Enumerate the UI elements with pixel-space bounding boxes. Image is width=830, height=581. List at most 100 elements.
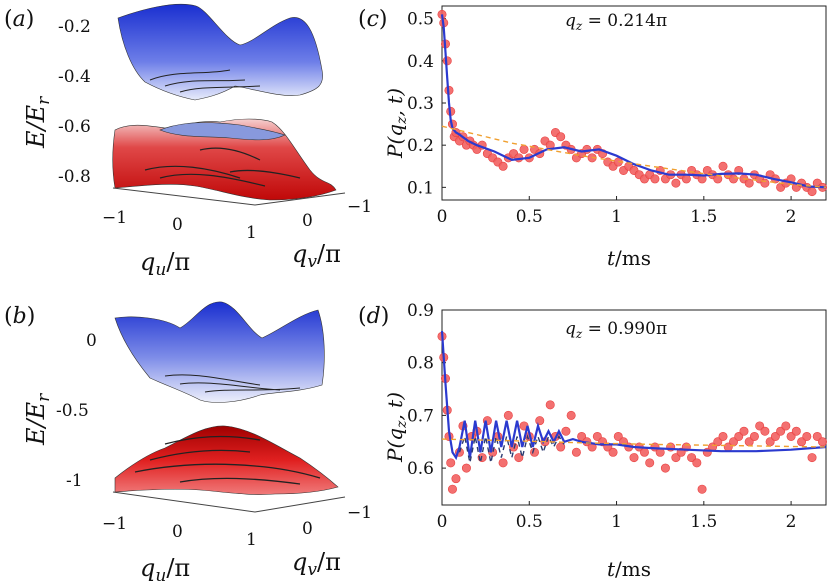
data-point: [451, 474, 461, 484]
data-point: [728, 174, 738, 184]
data-point: [802, 431, 812, 441]
upper-band-mesh: [164, 374, 301, 393]
y-tick-label: 0: [302, 211, 313, 231]
y-tick-label: −1: [347, 197, 372, 217]
annotation: qz = 0.990π: [565, 319, 667, 341]
data-point: [697, 484, 707, 494]
data-point: [749, 431, 759, 441]
data-point: [530, 447, 540, 457]
data-point: [692, 458, 702, 468]
data-point: [498, 161, 508, 171]
x-tick-label: 0: [437, 512, 448, 532]
series-line-theory: [440, 14, 827, 189]
base-axis-lines: [112, 491, 346, 513]
x-tick-label: 0: [437, 207, 448, 227]
x-tick-label: 2: [786, 512, 797, 532]
base-axis-lines: [112, 187, 346, 206]
z-tick-label: 0: [86, 331, 97, 351]
y-tick-label: 0.7: [407, 406, 434, 426]
x-tick-label: 1.5: [690, 207, 717, 227]
data-point: [503, 410, 513, 420]
data-point: [807, 453, 817, 463]
data-point: [718, 431, 728, 441]
data-point: [660, 463, 670, 473]
y-axis-label: P(qz, t): [383, 88, 410, 159]
y-tick-label: 0: [302, 519, 313, 539]
data-point: [514, 453, 524, 463]
y-tick-label: 0.6: [407, 459, 434, 479]
data-point: [681, 174, 691, 184]
panel-b-zticks: 0 -0.5 -1: [56, 331, 97, 491]
data-point: [744, 178, 754, 188]
y-axis-label: P(qz, t): [383, 392, 410, 463]
upper-band-mesh: [149, 69, 261, 93]
data-point: [571, 447, 581, 457]
y-tick-label: −1: [347, 503, 372, 523]
data-point: [535, 416, 545, 426]
x-tick-label: 1: [611, 512, 622, 532]
plot-c-marks: 0 0.5 1 1.5 2 0.1 0.2 0.3 0.4 0.5: [407, 10, 828, 227]
data-point: [818, 437, 828, 447]
z-tick-label: -0.8: [58, 167, 91, 187]
y-tick-label: 0.5: [407, 10, 434, 30]
data-point: [629, 453, 639, 463]
x-tick-label: 1: [611, 207, 622, 227]
data-point: [608, 447, 618, 457]
x-tick-label: 0.5: [516, 512, 543, 532]
data-point: [561, 426, 571, 436]
data-point: [498, 458, 508, 468]
data-point: [556, 132, 566, 142]
panel-b: (b) 0 -0.5 -1 E/Er −1 0 1 1 0 −1 qu/π qv…: [4, 301, 372, 581]
lower-band-mesh: [134, 435, 321, 485]
x-tick-label: 1.5: [690, 512, 717, 532]
x-tick-label: 0: [172, 215, 183, 235]
x-tick-label: 0.5: [516, 207, 543, 227]
data-point: [807, 187, 817, 197]
z-tick-label: -1: [66, 471, 83, 491]
y-axis-label: qv/π: [292, 548, 341, 580]
annotation: qz = 0.214π: [565, 11, 667, 33]
panel-a-zticks: -0.2 -0.4 -0.6 -0.8: [58, 17, 91, 187]
panel-a: (a) -0.2 -0.4 -0.6 -0.8 E/Er −1 0 1 1 0 …: [4, 3, 372, 280]
z-axis-label: E/Er: [22, 393, 54, 446]
x-axis-label: t/ms: [607, 246, 651, 270]
y-tick-label: 0.2: [407, 136, 434, 156]
lower-band-mesh: [144, 147, 301, 187]
panel-label-d: (d): [358, 304, 389, 329]
data-point: [650, 174, 660, 184]
lower-band-surface: [112, 118, 337, 201]
data-point: [781, 421, 791, 431]
x-tick-label: 2: [786, 207, 797, 227]
x-tick-label: −1: [102, 514, 127, 534]
plot-d-marks: 0 0.5 1 1.5 2 0.6 0.7 0.8 0.9: [407, 301, 828, 532]
x-axis-label: t/ms: [607, 557, 651, 581]
data-point: [791, 426, 801, 436]
data-point: [671, 178, 681, 188]
z-tick-label: -0.6: [58, 117, 91, 137]
x-tick-label: −1: [102, 208, 127, 228]
z-tick-label: -0.2: [58, 17, 91, 37]
x-axis-label: qu/π: [140, 554, 190, 581]
lower-band-inner-surface: [159, 122, 286, 141]
series-line-fit: [441, 438, 827, 448]
z-tick-label: -0.4: [58, 67, 91, 87]
plot-frame: [441, 309, 827, 506]
panel-label-b: (b): [4, 304, 35, 329]
upper-band-surface: [117, 3, 323, 101]
z-axis-label: E/Er: [22, 96, 54, 149]
y-tick-label: 0.9: [407, 301, 434, 321]
x-tick-label: 1: [246, 530, 257, 550]
panel-label-a: (a): [4, 7, 34, 32]
z-tick-label: -0.5: [56, 401, 89, 421]
data-point: [566, 410, 576, 420]
panel-d: (d) 0 0.5 1 1.5 2 0.6 0.7 0.8 0.9 qz = 0.990π P(…: [358, 301, 828, 581]
panel-c: (c) 0 0.5 1 1.5 2 0.1 0.2 0.3 0.4 0.5 qz = 0.214π…: [358, 5, 828, 270]
data-point: [760, 426, 770, 436]
data-point: [461, 463, 471, 473]
y-tick-label: 0.3: [407, 94, 434, 114]
data-point: [639, 447, 649, 457]
y-axis-label: qv/π: [292, 240, 341, 272]
series-line-fit: [441, 125, 827, 188]
data-point: [446, 458, 456, 468]
